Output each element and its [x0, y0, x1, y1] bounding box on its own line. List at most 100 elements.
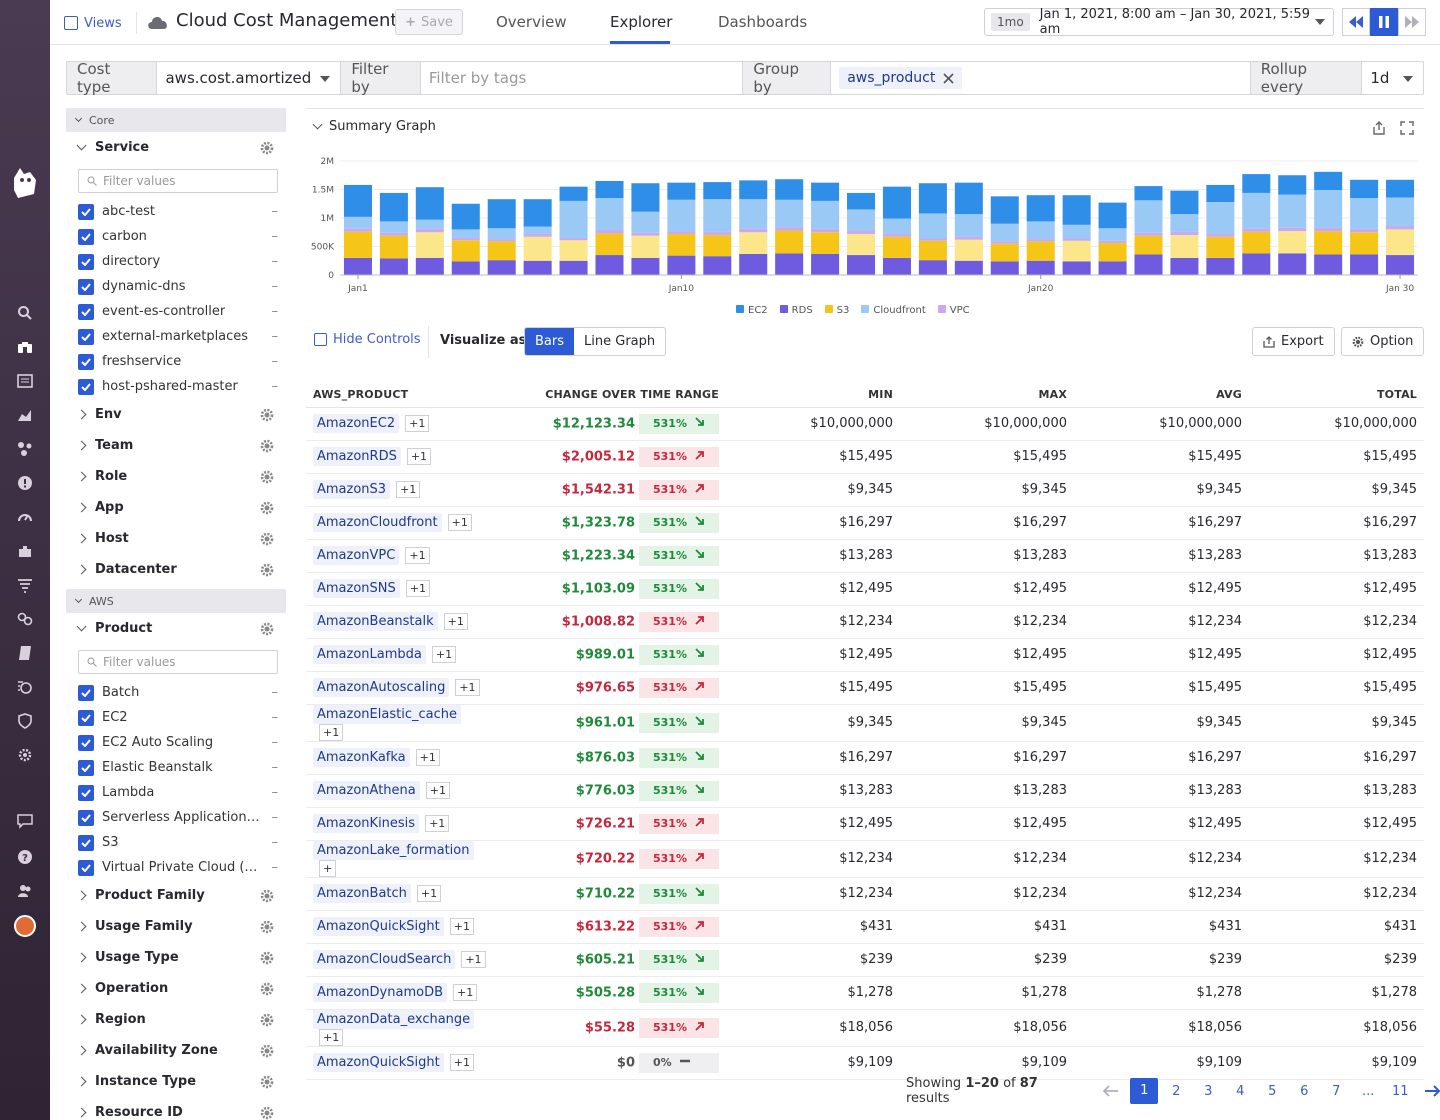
bar-segment-ec2[interactable] — [1314, 171, 1343, 191]
only-toggle[interactable]: – — [271, 835, 279, 850]
bar-segment-s3[interactable] — [1206, 236, 1235, 258]
tag-count-badge[interactable]: +1 — [425, 782, 450, 799]
time-range-picker[interactable]: 1mo Jan 1, 2021, 8:00 am – Jan 30, 2021,… — [984, 7, 1334, 37]
bar-segment-s3[interactable] — [1314, 231, 1343, 255]
bar-segment-rds[interactable] — [1206, 257, 1235, 275]
product-link[interactable]: AmazonEC2 — [313, 414, 400, 433]
bar-segment-cloudfront[interactable] — [379, 221, 408, 233]
product-filter-input[interactable]: Filter values — [78, 650, 278, 674]
bar-segment-vpc[interactable] — [918, 238, 947, 241]
table-row[interactable]: AmazonBatch +1 $710.22 531% $12,234 $12,234 $1… — [306, 877, 1424, 911]
checkbox-row[interactable]: freshservice – — [66, 349, 286, 374]
bar-segment-rds[interactable] — [1098, 261, 1127, 275]
bar-segment-ec2[interactable] — [559, 186, 588, 201]
bar-segment-s3[interactable] — [559, 240, 588, 261]
facet-role[interactable]: Role — [66, 461, 286, 492]
checkbox-row[interactable]: S3 – — [66, 830, 286, 855]
table-row[interactable]: AmazonEC2 +1 $12,123.34 531% $10,000,000 $10,… — [306, 407, 1424, 441]
page-number[interactable]: 7 — [1332, 1083, 1341, 1099]
bar-segment-rds[interactable] — [487, 260, 516, 275]
bar-segment-cloudfront[interactable] — [1386, 197, 1415, 226]
legend-item[interactable]: S3 — [824, 305, 849, 316]
checkbox-row[interactable]: carbon – — [66, 224, 286, 249]
bar-segment-ec2[interactable] — [1170, 190, 1199, 215]
bar-segment-cloudfront[interactable] — [811, 200, 840, 229]
tab-overview[interactable]: Overview — [496, 13, 567, 31]
bar-segment-cloudfront[interactable] — [882, 218, 911, 234]
checkbox-row[interactable]: external-marketplaces – — [66, 324, 286, 349]
bar-segment-cloudfront[interactable] — [1206, 202, 1235, 234]
page-number[interactable]: 3 — [1204, 1083, 1213, 1099]
tag-count-badge[interactable]: +1 — [416, 885, 442, 902]
bar-segment-vpc[interactable] — [1098, 240, 1127, 244]
bar-segment-rds[interactable] — [918, 260, 947, 275]
bar-segment-s3[interactable] — [882, 236, 911, 258]
checkbox-checked-icon[interactable] — [78, 859, 94, 876]
bar-segment-rds[interactable] — [811, 253, 840, 275]
bar-segment-cloudfront[interactable] — [918, 213, 947, 239]
table-row[interactable]: AmazonBeanstalk +1 $1,008.82 531% $12,234 $12… — [306, 605, 1424, 639]
bar-segment-cloudfront[interactable] — [1098, 228, 1127, 241]
bar-segment-cloudfront[interactable] — [739, 199, 768, 229]
bar-segment-vpc[interactable] — [487, 239, 516, 242]
tag-count-badge[interactable]: +1 — [431, 646, 457, 663]
puzzle-icon[interactable] — [16, 542, 34, 560]
page-number[interactable]: 4 — [1236, 1083, 1245, 1099]
bar-segment-vpc[interactable] — [775, 227, 804, 231]
help-icon[interactable]: ? — [16, 848, 34, 866]
checkbox-checked-icon[interactable] — [78, 734, 94, 751]
tag-count-badge[interactable]: +1 — [405, 415, 430, 432]
bar-segment-ec2[interactable] — [1386, 179, 1415, 198]
table-row[interactable]: AmazonRDS +1 $2,005.12 531% $15,495 $15,495 $1… — [306, 440, 1424, 474]
tag-count-badge[interactable]: +1 — [406, 448, 432, 465]
bar-segment-vpc[interactable] — [703, 231, 732, 236]
bar-segment-rds[interactable] — [1386, 255, 1415, 275]
checkbox-row[interactable]: Lambda – — [66, 780, 286, 805]
product-link[interactable]: AmazonDynamoDB — [313, 983, 447, 1002]
facet-app[interactable]: App — [66, 492, 286, 523]
bar-segment-ec2[interactable] — [487, 199, 516, 229]
bar-segment-rds[interactable] — [1314, 254, 1343, 275]
tab-explorer[interactable]: Explorer — [610, 13, 673, 31]
rollup-select[interactable]: 1d — [1362, 62, 1423, 94]
gear-icon[interactable] — [260, 889, 274, 903]
bar-segment-s3[interactable] — [415, 232, 444, 258]
bar-segment-cloudfront[interactable] — [703, 199, 732, 232]
legend-item[interactable]: RDS — [779, 305, 813, 316]
checkbox-checked-icon[interactable] — [78, 709, 94, 726]
only-toggle[interactable]: – — [271, 354, 279, 369]
viz-bars-button[interactable]: Bars — [525, 328, 575, 355]
bar-segment-cloudfront[interactable] — [954, 214, 983, 237]
bar-segment-vpc[interactable] — [1062, 238, 1091, 241]
bar-segment-cloudfront[interactable] — [631, 211, 660, 233]
page-number[interactable]: 2 — [1172, 1083, 1181, 1099]
table-row[interactable]: AmazonDynamoDB +1 $505.28 531% $1,278 $1,278 $… — [306, 976, 1424, 1010]
product-link[interactable]: AmazonCloudSearch — [313, 950, 456, 969]
product-link[interactable]: AmazonAthena — [313, 781, 420, 800]
bar-segment-rds[interactable] — [523, 260, 552, 275]
bar-segment-s3[interactable] — [739, 232, 768, 254]
tag-count-badge[interactable]: +1 — [396, 481, 421, 498]
bar-segment-cloudfront[interactable] — [1242, 192, 1271, 229]
summary-graph-toggle[interactable]: Summary Graph — [312, 119, 436, 134]
bar-segment-rds[interactable] — [1134, 254, 1163, 275]
service-filter-input[interactable]: Filter values — [78, 169, 278, 193]
bar-segment-vpc[interactable] — [595, 229, 624, 234]
checkbox-checked-icon[interactable] — [78, 378, 94, 395]
tag-count-badge[interactable]: + — [319, 859, 337, 877]
tag-count-badge[interactable]: +1 — [319, 723, 344, 741]
expand-icon[interactable] — [1400, 121, 1414, 135]
monitors-icon[interactable] — [16, 474, 34, 492]
table-row[interactable]: AmazonQuickSight +1 $0 0% $9,109 $9,109 $9,109… — [306, 1046, 1424, 1080]
col-header-total[interactable]: TOTAL — [1249, 382, 1424, 408]
dashboards-icon[interactable] — [16, 372, 34, 390]
bar-segment-rds[interactable] — [1350, 254, 1379, 275]
tag-count-badge[interactable]: +1 — [449, 1054, 474, 1071]
bar-segment-vpc[interactable] — [1350, 228, 1379, 233]
bar-segment-cloudfront[interactable] — [451, 229, 480, 238]
bar-segment-s3[interactable] — [1278, 231, 1307, 254]
product-link[interactable]: AmazonLake_formation — [313, 840, 474, 860]
bar-segment-s3[interactable] — [1062, 240, 1091, 262]
table-row[interactable]: AmazonS3 +1 $1,542.31 531% $9,345 $9,345 $9,34… — [306, 473, 1424, 507]
bar-segment-cloudfront[interactable] — [775, 199, 804, 228]
